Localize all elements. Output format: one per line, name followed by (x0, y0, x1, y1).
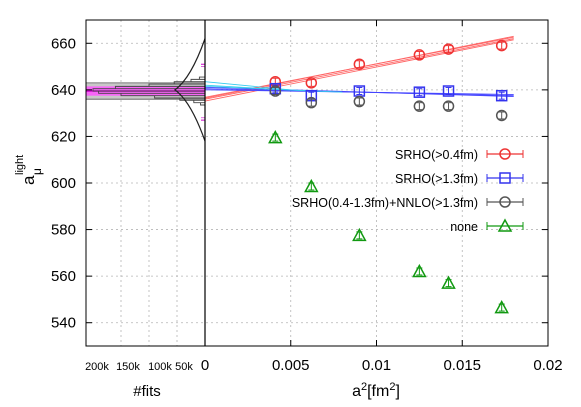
y-label-sub: μ (30, 168, 44, 175)
data-point-circle (442, 43, 455, 55)
x-tick-label: 0.01 (362, 357, 391, 374)
y-tick-label: 540 (51, 315, 76, 332)
y-tick-label: 660 (51, 35, 76, 52)
data-point-square (442, 85, 455, 97)
hist-tick-label: 50k (175, 361, 193, 373)
y-label-sup: light (14, 155, 26, 175)
y-tick-label: 600 (51, 175, 76, 192)
x-tick-label: 0.005 (272, 357, 310, 374)
hist-tick-label: 200k (85, 361, 109, 373)
x-axis-label: a2[fm2] (352, 381, 400, 400)
x-label-part: ] (395, 383, 399, 400)
data-point-circle (269, 85, 282, 97)
data-point-circle (305, 77, 318, 89)
y-tick-label: 560 (51, 268, 76, 285)
legend-marker-square (499, 172, 511, 184)
y-tick-label: 620 (51, 128, 76, 145)
legend-label: SRHO(>1.3fm) (395, 172, 478, 186)
hist-x-label: #fits (133, 383, 161, 400)
data-point-circle (495, 39, 508, 52)
data-point-triangle (494, 300, 509, 314)
x-label-part: a (352, 383, 361, 400)
data-point-circle (442, 100, 455, 112)
x-tick-label: 0.015 (443, 357, 481, 374)
data-point-circle (495, 109, 508, 122)
fit-line-cyan (204, 81, 291, 91)
legend-label: SRHO(>0.4fm) (395, 148, 478, 162)
data-point-square (495, 89, 508, 102)
x-label-part: 2 (361, 381, 367, 393)
legend-label: none (450, 220, 478, 234)
legend-label: SRHO(0.4-1.3fm)+NNLO(>1.3fm) (292, 196, 478, 210)
data-point-circle (413, 100, 426, 112)
tick-labels: 540 560 580 600 620 640 660 0 0.005 0.01 0.015 0.02… (51, 35, 563, 374)
hist-tick-label: 100k (148, 361, 172, 373)
x-label-part: [fm (367, 383, 389, 400)
y-tick-label: 640 (51, 82, 76, 99)
fits-histogram (86, 38, 206, 142)
y-tick-label: 580 (51, 222, 76, 239)
legend: SRHO(>0.4fm) SRHO(>1.3fm) SRHO(0.4-1.3fm)+… (292, 148, 524, 234)
legend-marker-triangle (497, 218, 513, 232)
legend-marker-circle (499, 196, 511, 208)
y-label-main: a (19, 175, 38, 185)
data-points (268, 39, 509, 314)
data-point-circle (353, 95, 366, 108)
axes (85, 19, 549, 347)
hist-tick-label: 150k (116, 361, 140, 373)
data-point-triangle (441, 275, 456, 289)
x-tick-label: 0 (201, 357, 209, 374)
data-point-circle (413, 49, 426, 61)
data-point-circle (305, 96, 318, 109)
x-label-part: 2 (389, 381, 395, 393)
data-point-triangle (304, 178, 319, 193)
hist-envelope (173, 38, 206, 142)
legend-marker-circle (499, 148, 511, 160)
fit-line-cyan (204, 84, 308, 92)
grid (86, 20, 549, 346)
data-point-triangle (412, 263, 427, 278)
data-point-circle (353, 58, 366, 70)
data-point-triangle (352, 227, 367, 242)
x-tick-label: 0.02 (533, 357, 562, 374)
data-point-triangle (268, 130, 283, 144)
data-point-square (413, 86, 426, 98)
